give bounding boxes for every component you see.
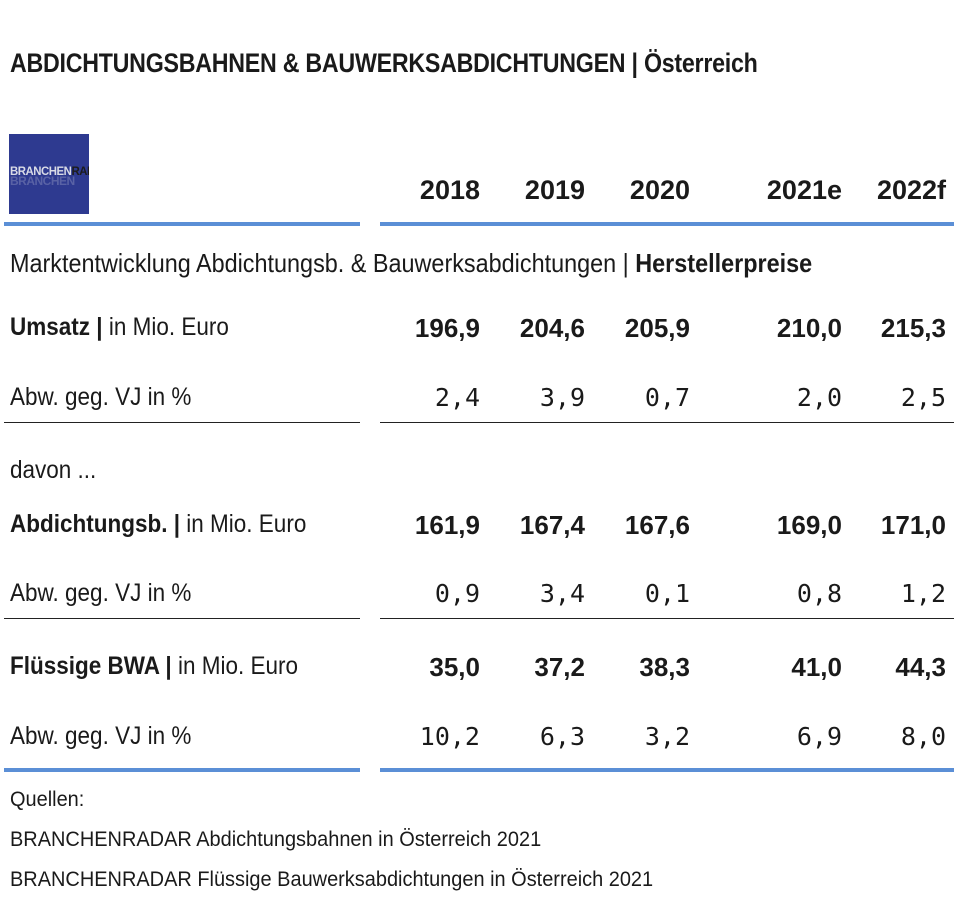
- cell-value: 2,4: [434, 383, 480, 412]
- cell-value: 0,1: [644, 579, 690, 608]
- cell-value: 167,6: [624, 510, 690, 540]
- cell-value: 3,4: [539, 579, 585, 608]
- cell-value: 171,0: [880, 510, 946, 540]
- cell-value: 0,7: [644, 383, 690, 412]
- row-label-davon: davon ...: [10, 456, 97, 484]
- cell-value: 3,9: [539, 383, 585, 412]
- source-item: BRANCHENRADAR Flüssige Bauwerksabdichtun…: [10, 868, 654, 891]
- sources-heading: Quellen:: [10, 788, 85, 811]
- table-subtitle: Marktentwicklung Abdichtungsb. & Bauwerk…: [10, 248, 813, 278]
- cell-value: 161,9: [414, 510, 480, 540]
- cell-value: 3,2: [644, 722, 690, 751]
- row-divider: [4, 618, 360, 619]
- row-divider: [380, 618, 954, 619]
- row-label-umsatz: Umsatz | in Mio. Euro: [10, 313, 229, 341]
- cell-value: 8,0: [900, 722, 946, 751]
- cell-value: 6,9: [796, 722, 842, 751]
- row-divider: [380, 422, 954, 423]
- row-label-umsatz-abw: Abw. geg. VJ in %: [10, 383, 192, 411]
- row-label-abdichtung: Abdichtungsb. | in Mio. Euro: [10, 510, 307, 538]
- year-header: 2018: [419, 175, 480, 205]
- cell-value: 0,9: [434, 579, 480, 608]
- cell-value: 2,0: [796, 383, 842, 412]
- logo-shadow: BRANCHEN: [10, 174, 75, 188]
- cell-value: 215,3: [880, 313, 946, 343]
- header-divider-right: [380, 222, 954, 226]
- cell-value: 0,8: [796, 579, 842, 608]
- cell-value: 1,2: [900, 579, 946, 608]
- row-label-bwa: Flüssige BWA | in Mio. Euro: [10, 652, 299, 680]
- year-header: 2021e: [766, 175, 842, 205]
- branchenradar-logo: BRANCHEN BRANCHENRADAR: [9, 134, 89, 214]
- row-label-abdichtung-abw: Abw. geg. VJ in %: [10, 579, 192, 607]
- row-divider: [4, 422, 360, 423]
- cell-value: 2,5: [900, 383, 946, 412]
- cell-value: 37,2: [534, 652, 585, 682]
- year-header: 2022f: [876, 175, 946, 205]
- footer-divider-left: [4, 768, 360, 772]
- page-title: ABDICHTUNGSBAHNEN & BAUWERKSABDICHTUNGEN…: [10, 48, 758, 78]
- cell-value: 6,3: [539, 722, 585, 751]
- row-label-bwa-abw: Abw. geg. VJ in %: [10, 722, 192, 750]
- cell-value: 210,0: [776, 313, 842, 343]
- year-header: 2019: [524, 175, 585, 205]
- header-divider-left: [4, 222, 360, 226]
- year-header: 2020: [629, 175, 690, 205]
- cell-value: 167,4: [519, 510, 585, 540]
- footer-divider-right: [380, 768, 954, 772]
- cell-value: 35,0: [429, 652, 480, 682]
- cell-value: 10,2: [419, 722, 480, 751]
- cell-value: 204,6: [519, 313, 585, 343]
- logo-text: BRANCHENRADAR: [10, 164, 89, 178]
- cell-value: 196,9: [414, 313, 480, 343]
- cell-value: 38,3: [639, 652, 690, 682]
- cell-value: 44,3: [895, 652, 946, 682]
- source-item: BRANCHENRADAR Abdichtungsbahnen in Öster…: [10, 828, 542, 851]
- cell-value: 41,0: [791, 652, 842, 682]
- cell-value: 205,9: [624, 313, 690, 343]
- cell-value: 169,0: [776, 510, 842, 540]
